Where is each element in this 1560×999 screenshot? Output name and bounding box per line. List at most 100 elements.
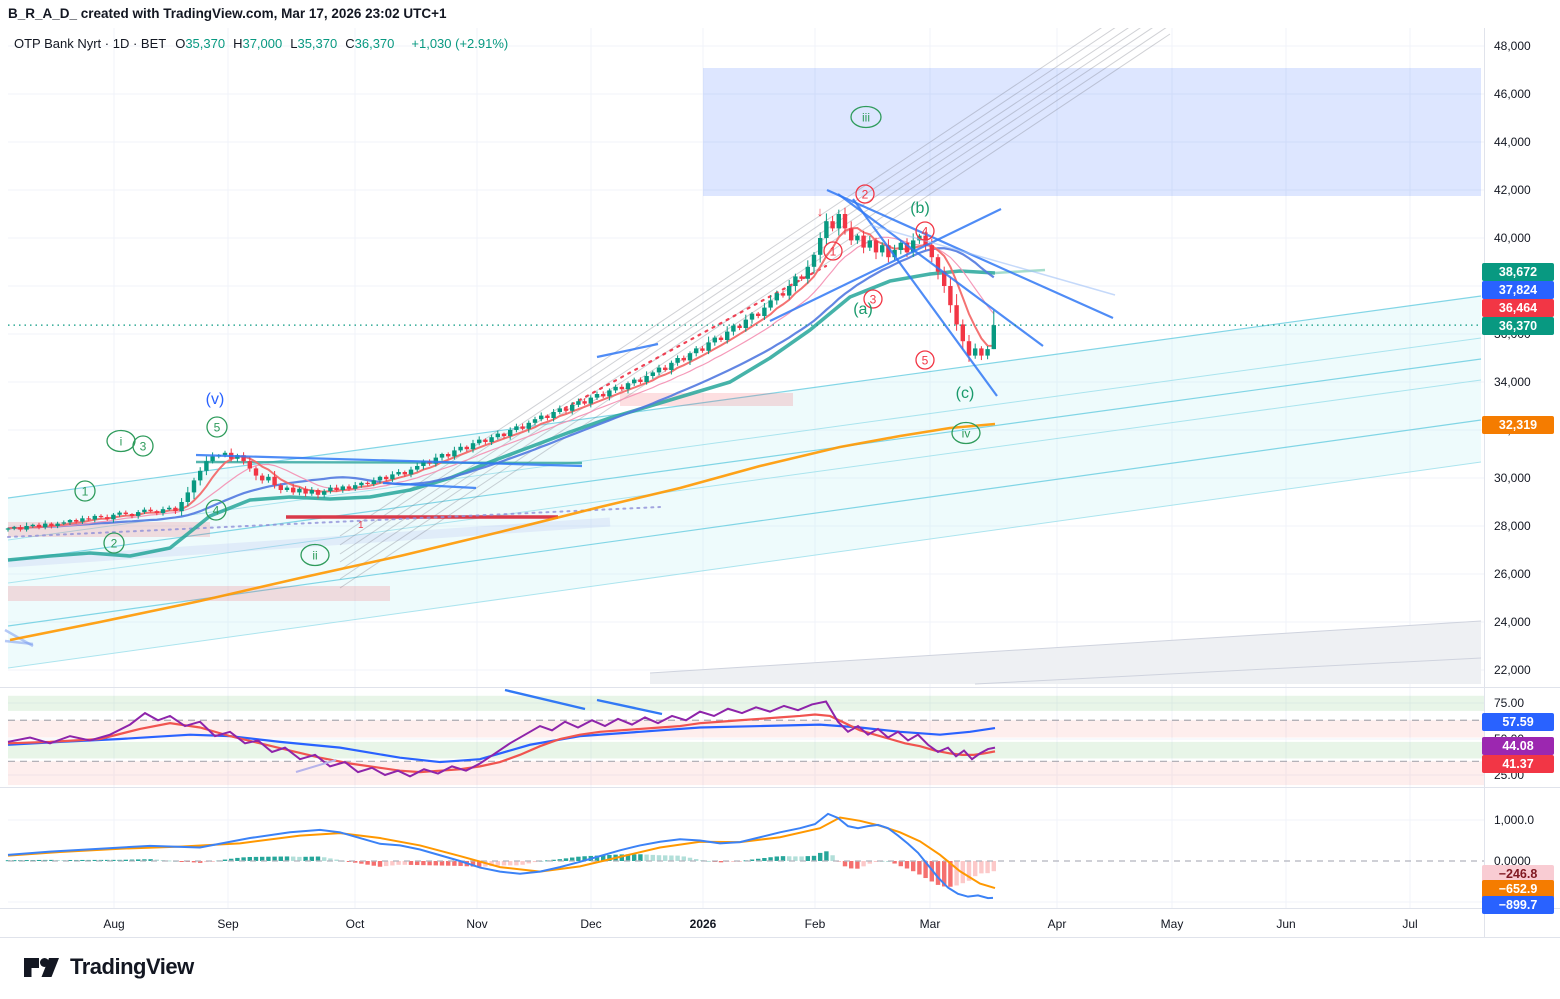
candle xyxy=(359,482,364,486)
symbol-legend[interactable]: OTP Bank Nyrt · 1D · BET O35,370 H37,000 L… xyxy=(14,36,508,51)
candle xyxy=(601,394,606,397)
axis-tick: 28,000 xyxy=(1494,519,1531,533)
candle xyxy=(439,454,445,458)
candle xyxy=(731,325,736,332)
macd-hist-bar xyxy=(408,861,414,865)
axis-tick: 46,000 xyxy=(1494,87,1531,101)
macd-hist-bar xyxy=(582,856,587,861)
candle xyxy=(322,491,327,495)
candle xyxy=(501,433,507,436)
candle xyxy=(836,214,841,229)
month-label: Sep xyxy=(217,917,239,931)
candle xyxy=(607,390,612,397)
trendlines-layer[interactable] xyxy=(195,188,1116,490)
macd-hist-bar xyxy=(948,861,953,887)
candle xyxy=(396,472,401,475)
macd-hist-bar xyxy=(811,855,817,861)
svg-text:ii: ii xyxy=(312,548,317,562)
month-label: Apr xyxy=(1047,917,1067,931)
trendline xyxy=(769,208,1002,322)
candle xyxy=(390,474,395,480)
axis-tick: 44,000 xyxy=(1494,135,1531,149)
candle xyxy=(111,514,116,520)
macd-hist-bar xyxy=(470,861,476,867)
rsi-red-line xyxy=(7,713,996,774)
candle xyxy=(303,488,308,494)
candle xyxy=(86,518,91,520)
macd-hist-bar xyxy=(396,861,401,865)
candle xyxy=(470,443,476,450)
tradingview-logo[interactable]: TradingView xyxy=(22,952,194,982)
macd-hist-bar xyxy=(935,861,941,885)
candle xyxy=(904,242,910,253)
candle xyxy=(464,446,469,450)
moving-averages-layer xyxy=(7,226,1046,642)
macd-hist-bar xyxy=(563,858,569,861)
candle xyxy=(297,488,302,493)
candle xyxy=(576,401,581,405)
candle xyxy=(30,524,35,526)
pink-ma xyxy=(7,236,995,530)
svg-text:2: 2 xyxy=(111,536,118,550)
candle xyxy=(656,367,662,373)
candle xyxy=(105,517,110,520)
attribution-text: B_R_A_D_ created with TradingView.com, M… xyxy=(8,6,447,21)
macd-hist-bar xyxy=(501,861,507,866)
candle xyxy=(483,439,488,442)
macd-hist-bar xyxy=(92,859,97,861)
price-axis[interactable]: 22,00024,00026,00028,00030,00032,00034,0… xyxy=(1482,0,1560,999)
candle xyxy=(805,266,810,279)
macd-hist-bar xyxy=(830,855,835,861)
candle xyxy=(74,520,79,522)
macd-hist-bar xyxy=(452,861,457,866)
macd-hist-bar xyxy=(774,856,779,861)
macd-hist-bar xyxy=(148,859,153,861)
candle xyxy=(154,511,159,514)
time-axis[interactable]: Aug Sep Oct Nov Dec 2026 Feb Mar Apr May Jun Jul xyxy=(0,909,1484,937)
candle xyxy=(36,524,42,528)
month-label: Feb xyxy=(804,917,826,931)
price-label-badge: 38,672 xyxy=(1482,263,1554,281)
candle xyxy=(991,325,996,350)
candle xyxy=(415,466,420,470)
candle xyxy=(421,461,426,466)
candle xyxy=(979,348,984,356)
candle xyxy=(408,469,414,475)
candle xyxy=(898,242,903,250)
macd-hist-bar xyxy=(322,857,327,861)
macd-line xyxy=(7,812,994,900)
candle xyxy=(210,456,215,462)
candle xyxy=(433,457,438,464)
macd-hist-bar xyxy=(855,861,860,869)
macd-hist-bar xyxy=(954,861,959,886)
month-label: Dec xyxy=(580,917,602,931)
symbol-title[interactable]: OTP Bank Nyrt · 1D · BET xyxy=(14,36,167,51)
candle xyxy=(98,515,104,518)
price-label-badge: −246.8 xyxy=(1482,865,1554,883)
macd-hist-bar xyxy=(12,860,17,862)
axis-tick: 40,000 xyxy=(1494,231,1531,245)
candle xyxy=(24,526,29,530)
candle xyxy=(625,383,631,390)
macd-hist-bar xyxy=(756,858,761,861)
month-label: May xyxy=(1160,917,1184,931)
svg-text:(a): (a) xyxy=(853,301,873,318)
axis-tick: 75.00 xyxy=(1494,696,1525,710)
candle xyxy=(260,475,265,481)
macd-hist-bar xyxy=(198,861,203,863)
pink-band xyxy=(8,586,390,601)
candle xyxy=(700,348,705,351)
axis-tick: 22,000 xyxy=(1494,663,1531,677)
svg-text:1: 1 xyxy=(830,244,837,258)
candle xyxy=(712,337,717,343)
macd-hist-bar xyxy=(793,856,798,861)
candle xyxy=(694,348,699,354)
trendline xyxy=(852,198,998,397)
macd-hist-bar xyxy=(458,861,463,866)
macd-hist-bar xyxy=(638,854,643,861)
projection-box xyxy=(703,68,1481,196)
candle xyxy=(551,412,556,418)
macd-hist-bar xyxy=(384,861,389,867)
